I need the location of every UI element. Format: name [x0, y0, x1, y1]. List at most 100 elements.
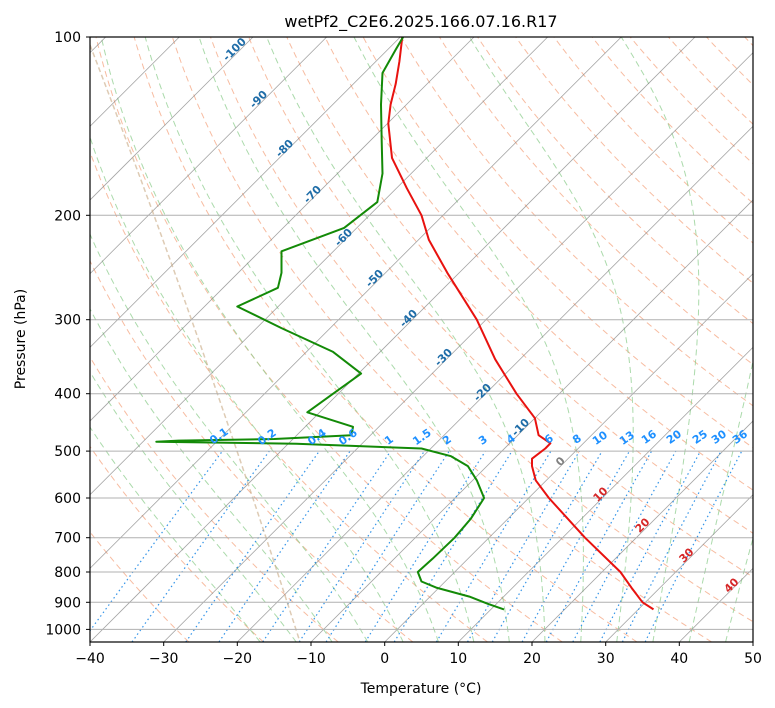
mixing-ratio-line — [262, 450, 392, 642]
mixing-ratio-line — [218, 450, 351, 642]
mixing-ratio-line — [393, 450, 513, 642]
line-label: 3 — [476, 433, 490, 448]
y-tick-label: 800 — [54, 565, 81, 581]
y-tick-label: 300 — [54, 313, 81, 329]
isotherm — [163, 52, 753, 642]
moist-adiabat — [725, 536, 753, 642]
moist-adiabat — [266, 37, 546, 642]
x-axis-title: Temperature (°C) — [360, 681, 482, 697]
x-tick-label: −20 — [223, 651, 253, 667]
dry-adiabat — [248, 37, 753, 578]
y-tick-label: 1000 — [45, 622, 81, 638]
temperature-profile-line — [387, 37, 655, 611]
moist-adiabat — [90, 232, 369, 642]
dry-adiabat — [286, 37, 753, 534]
y-axis: 100 200 300 400 500 600 700 800 900 1000 — [45, 30, 90, 638]
line-label: 0.2 — [255, 426, 278, 448]
line-label: 1.5 — [410, 426, 433, 448]
x-tick-label: 20 — [523, 651, 541, 667]
y-tick-label: 500 — [54, 444, 81, 460]
isotherm — [90, 37, 254, 201]
x-tick-label: −40 — [75, 651, 105, 667]
dry-adiabat — [90, 356, 339, 642]
x-tick-label: 50 — [744, 651, 762, 667]
y-axis-title: Pressure (hPa) — [13, 289, 29, 389]
line-label: -90 — [247, 88, 270, 111]
mixing-ratio-line — [325, 450, 450, 642]
isotherm — [237, 125, 753, 642]
mixing-ratio-line — [644, 450, 743, 642]
moist-adiabat — [688, 358, 753, 642]
line-label: 30 — [709, 427, 729, 447]
x-axis: −40 −30 −20 −10 0 10 20 30 40 50 — [75, 642, 762, 667]
isotherm — [90, 37, 548, 496]
moist-adiabat — [90, 135, 404, 642]
dry-adiabat — [90, 150, 488, 642]
sounding-series — [155, 37, 655, 611]
pressure-gridlines — [90, 36, 753, 630]
line-label: -20 — [471, 381, 494, 404]
line-label: 6 — [542, 431, 556, 446]
isotherm — [458, 346, 753, 642]
moist-adiabat — [100, 37, 439, 642]
moist-adiabat — [469, 37, 634, 642]
dry-adiabat — [553, 37, 753, 244]
mixing-ratio-line — [466, 450, 580, 642]
isotherm — [90, 37, 696, 642]
mixing-ratio-line — [185, 450, 320, 642]
line-label: -40 — [397, 307, 420, 330]
isotherm — [90, 37, 401, 348]
dry-adiabat — [438, 37, 753, 366]
dry-adiabat — [95, 37, 563, 642]
isotherm — [310, 199, 753, 642]
line-label: 10 — [590, 428, 610, 448]
x-tick-label: 40 — [670, 651, 688, 667]
line-label: 20 — [633, 515, 653, 535]
isotherm — [752, 641, 753, 642]
line-label: -50 — [363, 267, 386, 290]
moist-adiabat — [90, 308, 333, 642]
line-label: 1 — [382, 433, 396, 448]
y-tick-label: 600 — [54, 491, 81, 507]
line-label: -70 — [301, 183, 324, 206]
x-tick-label: 10 — [449, 651, 467, 667]
moist-adiabat — [90, 426, 261, 642]
moist-adiabat — [90, 370, 297, 642]
plot-frame — [89, 36, 754, 643]
dry-adiabat — [90, 259, 414, 642]
background-lines — [90, 37, 753, 642]
dry-adiabat — [210, 37, 753, 623]
y-tick-label: 200 — [54, 208, 81, 224]
dry-adiabat — [362, 37, 753, 449]
y-tick-label: 700 — [54, 531, 81, 547]
mixing-ratio-line — [364, 450, 486, 642]
moist-adiabat — [620, 37, 700, 642]
isotherm — [90, 37, 327, 275]
mixing-ratio-line — [90, 450, 223, 632]
isotherm — [90, 37, 622, 569]
moist-adiabat — [144, 37, 475, 642]
mixing-ratio-line — [435, 450, 552, 642]
moist-adiabat — [198, 37, 510, 642]
dry-adiabat — [515, 37, 753, 284]
isotherm — [90, 37, 475, 422]
isotherm — [384, 273, 753, 642]
mixing-ratio-line — [545, 450, 653, 642]
y-tick-label: 400 — [54, 387, 81, 403]
x-tick-label: −30 — [149, 651, 179, 667]
line-label: 2 — [440, 433, 454, 448]
isotherm — [605, 494, 753, 642]
line-label: 20 — [664, 427, 684, 447]
isotherm — [679, 567, 753, 642]
mixing-ratio-line — [572, 450, 677, 642]
dewpoint-profile-line — [155, 37, 505, 611]
line-label: 13 — [617, 428, 637, 447]
line-label: 10 — [591, 484, 611, 504]
chart-title: wetPf2_C2E6.2025.166.07.16.R17 — [284, 12, 557, 32]
mixing-ratio-line — [599, 450, 702, 642]
line-label: 25 — [690, 427, 710, 446]
x-tick-label: 30 — [597, 651, 615, 667]
line-label: 0.1 — [207, 425, 230, 447]
isotherm — [531, 420, 753, 642]
x-tick-label: 0 — [380, 651, 389, 667]
